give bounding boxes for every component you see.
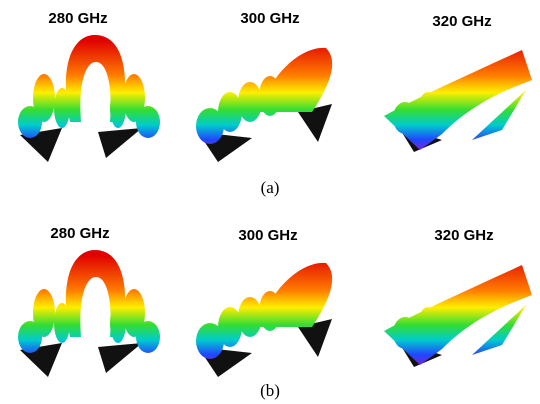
plot-label: 300 GHz bbox=[240, 10, 299, 27]
plot-label: 280 GHz bbox=[50, 225, 109, 242]
caption: (a) bbox=[261, 178, 280, 197]
plot-label: 280 GHz bbox=[48, 10, 107, 27]
plot-label: 300 GHz bbox=[238, 227, 297, 244]
plot-label: 320 GHz bbox=[432, 13, 491, 30]
radiation-patterns-a bbox=[18, 35, 532, 162]
radiation-patterns-b bbox=[18, 250, 532, 377]
caption: (b) bbox=[260, 381, 280, 400]
plot-label: 320 GHz bbox=[434, 227, 493, 244]
